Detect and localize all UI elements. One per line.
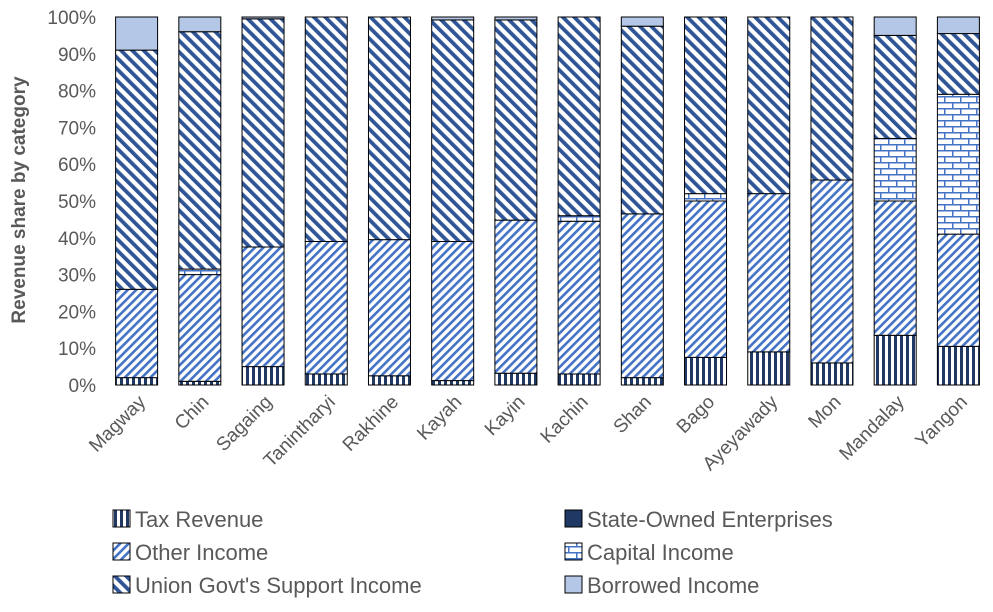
bar-segment-tax-revenue: [304, 373, 348, 386]
x-category-label: Mon: [805, 392, 846, 433]
bar-segment-union-govt-s-support-income: [431, 19, 475, 242]
bar-segment-union-govt-s-support-income: [620, 25, 664, 215]
y-tick-label: 30%: [58, 266, 96, 287]
bar-segment-tax-revenue: [178, 380, 222, 386]
bar-segment-union-govt-s-support-income: [367, 16, 411, 241]
bar-segment-other-income: [873, 200, 917, 336]
bar-segment-tax-revenue: [620, 377, 664, 386]
bar-segment-union-govt-s-support-income: [557, 16, 601, 217]
bar-segment-tax-revenue: [557, 373, 601, 386]
y-tick-label: 60%: [58, 155, 96, 176]
bar-segment-capital-income: [936, 93, 980, 235]
bar-segment-borrowed-income: [241, 16, 285, 20]
bar-segment-other-income: [747, 193, 791, 353]
bar-segment-tax-revenue: [115, 377, 159, 386]
y-tick-label: 100%: [47, 8, 96, 29]
bar-segment-other-income: [684, 200, 728, 358]
bars-layer: [115, 16, 980, 386]
legend-label: Capital Income: [587, 540, 734, 565]
bar-segment-other-income: [494, 219, 538, 374]
bar-segment-other-income: [810, 179, 854, 364]
bar-segment-other-income: [178, 274, 222, 382]
bar-segment-union-govt-s-support-income: [304, 16, 348, 242]
bar-segment-borrowed-income: [620, 16, 664, 27]
x-category-label: Yangon: [912, 392, 972, 452]
x-category-label: Shan: [610, 392, 656, 438]
bar-segment-union-govt-s-support-income: [747, 16, 791, 195]
x-category-label: Kayin: [481, 392, 529, 440]
bar-segment-tax-revenue: [367, 375, 411, 386]
legend-swatch: [112, 542, 131, 561]
legend-swatch: [564, 542, 583, 561]
bar-segment-other-income: [620, 213, 664, 379]
bar-segment-tax-revenue: [810, 362, 854, 386]
y-tick-label: 0%: [69, 376, 97, 397]
bar-segment-tax-revenue: [431, 380, 475, 386]
bar-segment-capital-income: [873, 137, 917, 202]
bar-segment-union-govt-s-support-income: [873, 34, 917, 139]
legend-swatch: [112, 575, 131, 594]
bar-segment-union-govt-s-support-income: [178, 31, 222, 270]
x-category-label: Kachin: [537, 392, 593, 448]
legend-label: State-Owned Enterprises: [587, 507, 833, 532]
bar-segment-borrowed-income: [178, 16, 222, 33]
bar-segment-other-income: [115, 288, 159, 379]
legend-swatch: [112, 509, 131, 528]
legend-label: Tax Revenue: [135, 507, 263, 532]
bar-segment-tax-revenue: [873, 334, 917, 386]
legend-swatch: [564, 509, 583, 528]
bar-segment-other-income: [241, 246, 285, 368]
bar-segment-tax-revenue: [684, 356, 728, 386]
bar-segment-union-govt-s-support-income: [684, 16, 728, 195]
bar-segment-union-govt-s-support-income: [936, 33, 980, 95]
bar-segment-other-income: [367, 239, 411, 377]
bar-segment-capital-income: [684, 193, 728, 202]
y-tick-label: 80%: [58, 82, 96, 103]
bar-segment-other-income: [557, 220, 601, 375]
legend-label: Borrowed Income: [587, 573, 759, 598]
bar-segment-tax-revenue: [241, 366, 285, 386]
bar-segment-tax-revenue: [747, 351, 791, 386]
legend: Tax Revenue State-Owned Enterprises Other …: [112, 507, 833, 598]
y-tick-label: 40%: [58, 229, 96, 250]
bar-segment-tax-revenue: [936, 345, 980, 386]
y-tick-label: 90%: [58, 45, 96, 66]
legend-label: Union Govt's Support Income: [135, 573, 422, 598]
y-tick-label: 10%: [58, 339, 96, 360]
bar-segment-tax-revenue: [494, 372, 538, 386]
bar-segment-borrowed-income: [936, 16, 980, 35]
bar-segment-other-income: [936, 233, 980, 347]
x-category-label: Chin: [171, 392, 213, 434]
bar-segment-union-govt-s-support-income: [115, 49, 159, 290]
bar-segment-other-income: [431, 240, 475, 382]
x-category-label: Magway: [85, 391, 150, 456]
y-tick-label: 70%: [58, 118, 96, 139]
bar-segment-borrowed-income: [494, 16, 538, 21]
x-category-label: Rakhine: [339, 392, 403, 456]
legend-swatch: [564, 575, 583, 594]
y-axis-title: Revenue share by category: [9, 76, 30, 324]
y-tick-label: 20%: [58, 302, 96, 323]
bar-segment-union-govt-s-support-income: [810, 16, 854, 181]
bar-segment-union-govt-s-support-income: [241, 18, 285, 248]
bar-segment-borrowed-income: [115, 16, 159, 51]
x-category-label: Bago: [673, 392, 719, 438]
x-category-label: Kayah: [413, 392, 466, 445]
bar-segment-borrowed-income: [431, 16, 475, 21]
bar-segment-borrowed-income: [873, 16, 917, 36]
x-category-label: Sagaing: [212, 392, 276, 456]
y-tick-label: 50%: [58, 192, 96, 213]
x-category-label: Mandalay: [836, 391, 909, 464]
bar-segment-capital-income: [557, 215, 601, 222]
legend-label: Other Income: [135, 540, 268, 565]
bar-segment-capital-income: [178, 268, 222, 276]
bar-segment-other-income: [304, 240, 348, 375]
y-axis-ticks: 0% 10% 20% 30% 40% 50% 60% 70% 80% 90% 100%: [47, 8, 96, 397]
bar-segment-union-govt-s-support-income: [494, 19, 538, 221]
